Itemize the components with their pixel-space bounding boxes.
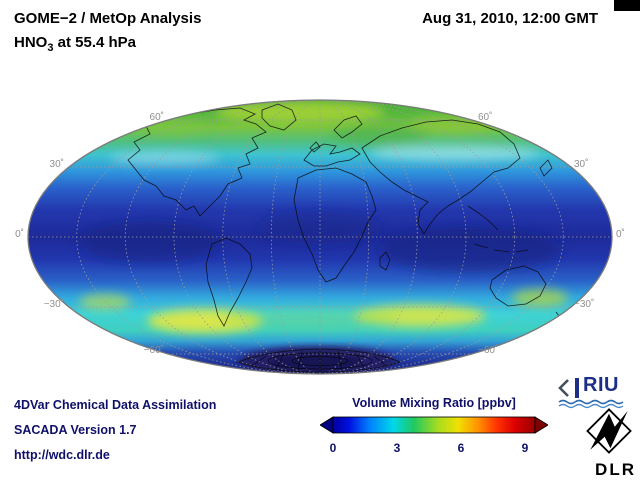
riu-chevron-icon: [558, 379, 569, 397]
colorbar-left-arrow: [320, 416, 334, 434]
coast-antarctica: [236, 348, 402, 373]
page-subtitle: HNO3 at 55.4 hPa: [14, 34, 136, 54]
lat-label: 0˚: [15, 229, 24, 240]
coast-south-america: [205, 237, 253, 327]
lat-label: −30˚: [574, 299, 595, 310]
coast-se-asia: [467, 205, 529, 253]
colorbar-title: Volume Mixing Ratio [ppbv]: [352, 396, 516, 410]
riu-logo-graphic: [558, 378, 624, 409]
riu-bar-icon: [575, 378, 579, 398]
colorbar-gradient: [332, 416, 536, 434]
map-outline: [27, 99, 613, 375]
dlr-arrow-icon: [590, 410, 628, 450]
subtitle-subscript: 3: [47, 42, 54, 54]
dlr-logo: DLR: [586, 408, 638, 479]
colorbar-tick: 6: [457, 441, 465, 455]
colorbar-tick: 9: [521, 441, 529, 455]
dlr-logo-text: DLR: [595, 460, 636, 479]
subtitle-level: at 55.4 hPa: [53, 34, 137, 51]
coast-greenland: [261, 103, 297, 131]
timestamp: Aug 31, 2010, 12:00 GMT: [422, 10, 598, 27]
riu-wave-icon: [558, 403, 624, 409]
subtitle-species: HNO: [14, 34, 48, 51]
colorbar: [320, 416, 548, 434]
coast-europe: [303, 143, 361, 167]
riu-wave-icon: [558, 399, 624, 405]
coast-australia: [489, 265, 547, 307]
corner-marker: [614, 0, 640, 11]
colorbar-tick: 3: [393, 441, 401, 455]
coast-madagascar: [379, 251, 391, 271]
coast-africa: [293, 167, 377, 283]
page-title: GOME−2 / MetOp Analysis: [14, 10, 202, 27]
footer-assimilation: 4DVar Chemical Data Assimilation: [14, 398, 217, 412]
lat-label: −60˚: [143, 345, 164, 356]
colorbar-tick: 0: [329, 441, 337, 455]
riu-logo: RIU: [556, 374, 638, 409]
antarctic-contours: [251, 350, 387, 372]
lat-label: 30˚: [49, 159, 64, 170]
lat-label: 60˚: [149, 112, 164, 123]
dlr-logo-graphic: [586, 408, 632, 454]
lat-label: −30˚: [43, 299, 64, 310]
riu-logo-text: RIU: [583, 374, 619, 396]
coast-scandinavia: [333, 115, 363, 139]
lat-label: 0˚: [616, 229, 625, 240]
coast-japan: [539, 159, 553, 177]
coast-uk: [309, 141, 321, 153]
footer-url: http://wdc.dlr.de: [14, 448, 110, 462]
colorbar-right-arrow: [534, 416, 548, 434]
footer-version: SACADA Version 1.7: [14, 423, 137, 437]
lat-label: 60˚: [478, 112, 493, 123]
lat-label: 30˚: [574, 159, 589, 170]
coast-asia: [361, 119, 521, 235]
coastlines: [127, 103, 567, 373]
lat-label: −60˚: [478, 345, 499, 356]
